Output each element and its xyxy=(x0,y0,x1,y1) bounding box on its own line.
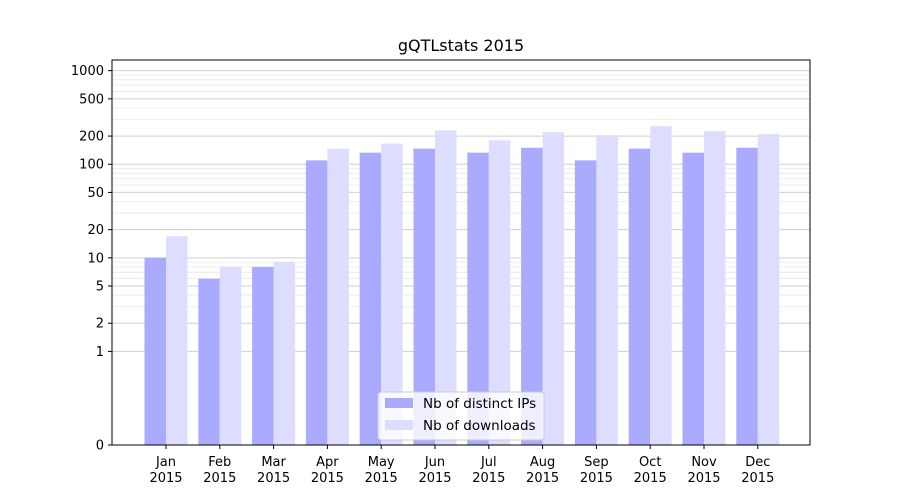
chart-title: gQTLstats 2015 xyxy=(398,36,524,55)
bar-distinct-ips xyxy=(736,147,758,445)
bar-downloads xyxy=(596,135,618,445)
bar-downloads xyxy=(542,132,565,445)
bar-distinct-ips xyxy=(305,160,328,445)
x-tick-label-month: Jan xyxy=(155,455,176,470)
x-tick-label-year: 2015 xyxy=(580,471,613,486)
plot-frame xyxy=(111,59,811,446)
y-tick-label: 1 xyxy=(96,345,104,360)
y-tick-label: 50 xyxy=(87,186,104,201)
y-axis: 0 1 2 5 10 20 50 100 200 500 1000 xyxy=(71,64,112,454)
x-tick-label-year: 2015 xyxy=(365,471,398,486)
x-tick-label-month: Jun xyxy=(424,455,445,470)
bar-downloads xyxy=(757,134,780,446)
y-tick-label: 1000 xyxy=(71,64,104,79)
y-tick-label: 20 xyxy=(87,223,104,238)
x-tick-label-month: Aug xyxy=(530,455,555,470)
bar-distinct-ips xyxy=(144,257,166,445)
bar-downloads xyxy=(273,262,296,445)
bar-distinct-ips xyxy=(682,152,704,445)
y-tick-label: 10 xyxy=(87,251,104,266)
x-tick-label-month: Dec xyxy=(745,455,770,470)
bar-downloads xyxy=(488,140,511,445)
bar-distinct-ips xyxy=(521,147,543,445)
x-tick-label-month: Feb xyxy=(208,455,231,470)
x-tick-label-year: 2015 xyxy=(472,471,505,486)
x-tick-label-month: Mar xyxy=(261,455,286,470)
bars xyxy=(144,126,780,446)
legend-label-downloads: Nb of downloads xyxy=(423,418,536,434)
x-tick-label-year: 2015 xyxy=(687,471,720,486)
bar-distinct-ips xyxy=(413,148,435,445)
x-tick-label-month: Oct xyxy=(639,455,661,470)
x-tick-label-year: 2015 xyxy=(257,471,290,486)
bar-distinct-ips xyxy=(628,148,651,445)
x-tick-label-month: Apr xyxy=(316,455,339,470)
bar-distinct-ips xyxy=(252,266,274,445)
x-tick-label-month: Nov xyxy=(691,455,717,470)
bar-downloads xyxy=(704,131,726,445)
x-tick-label-year: 2015 xyxy=(203,471,236,486)
bar-distinct-ips xyxy=(198,278,220,445)
bar-downloads xyxy=(219,266,242,445)
x-tick-label-month: May xyxy=(368,455,395,470)
x-axis: Jan2015Feb2015Mar2015Apr2015May2015Jun20… xyxy=(149,445,774,486)
x-tick-label-year: 2015 xyxy=(149,471,182,486)
y-tick-label: 5 xyxy=(96,280,104,295)
bar-downloads xyxy=(435,130,457,446)
legend: Nb of distinct IPs Nb of downloads xyxy=(377,391,545,441)
y-tick-label: 500 xyxy=(79,92,104,107)
y-tick-label: 0 xyxy=(96,439,104,454)
bar-downloads xyxy=(327,148,349,445)
y-tick-label: 2 xyxy=(96,317,104,332)
x-tick-label-year: 2015 xyxy=(311,471,344,486)
x-tick-label-year: 2015 xyxy=(741,471,774,486)
legend-swatch-ips xyxy=(385,398,413,408)
legend-label-ips: Nb of distinct IPs xyxy=(423,396,536,412)
x-tick-label-year: 2015 xyxy=(634,471,667,486)
legend-box xyxy=(377,391,545,441)
bar-downloads xyxy=(650,126,672,445)
bar-distinct-ips xyxy=(574,160,597,445)
bar-distinct-ips xyxy=(467,152,489,445)
x-tick-label-month: Jul xyxy=(480,455,497,470)
x-tick-label-year: 2015 xyxy=(526,471,559,486)
legend-swatch-downloads xyxy=(385,420,413,430)
x-tick-label-month: Sep xyxy=(584,455,609,470)
x-tick-label-year: 2015 xyxy=(418,471,451,486)
bar-downloads xyxy=(166,236,188,445)
bar-downloads xyxy=(381,143,403,445)
y-tick-label: 200 xyxy=(79,130,104,145)
y-tick-label: 100 xyxy=(79,158,104,173)
bar-distinct-ips xyxy=(359,152,382,445)
